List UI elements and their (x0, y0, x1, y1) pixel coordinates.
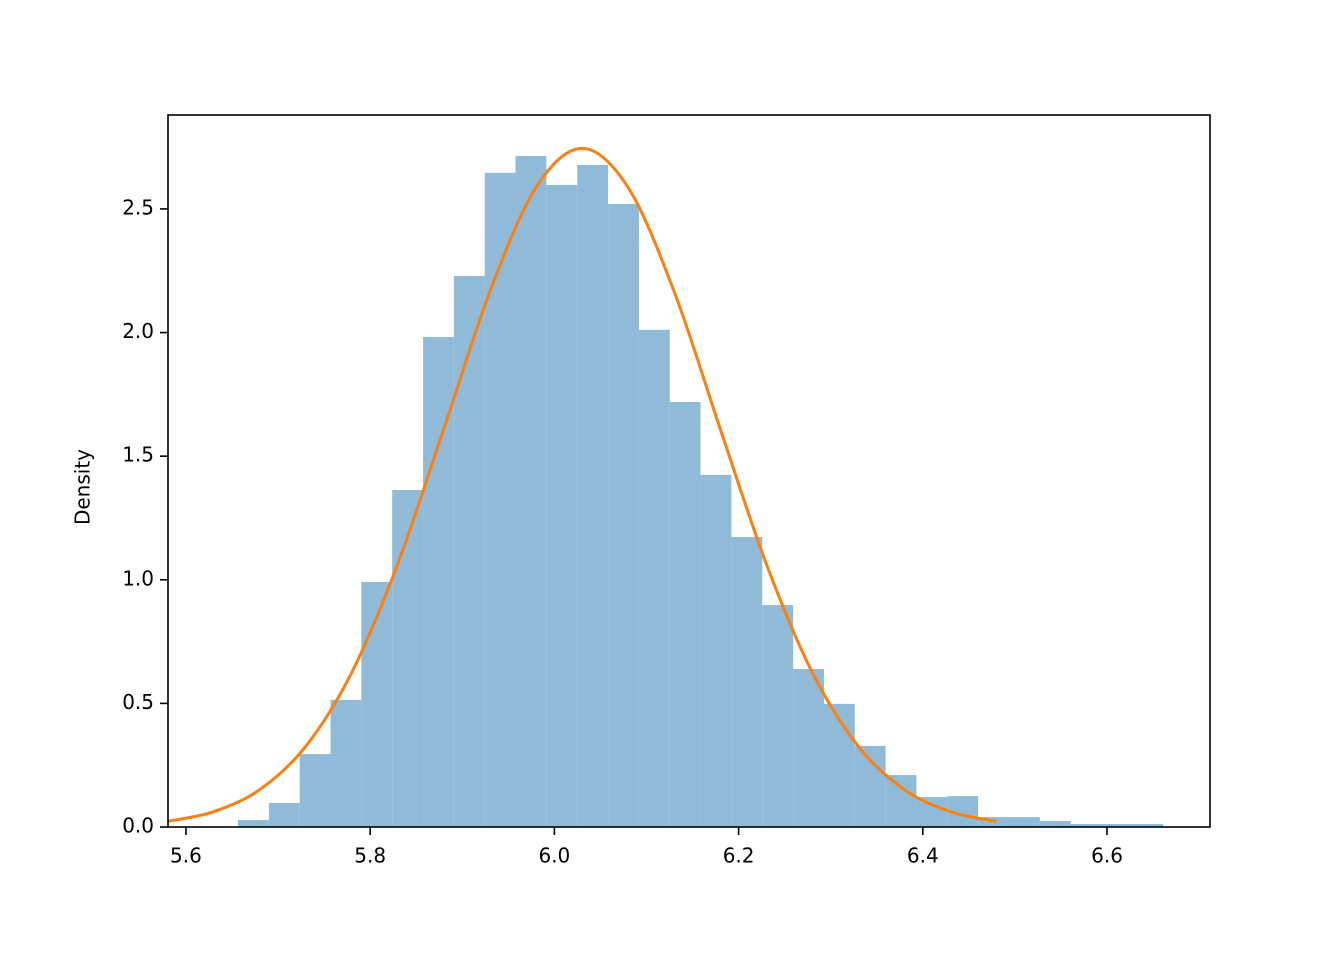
x-tick-label: 5.8 (354, 844, 386, 868)
histogram-bar (268, 803, 300, 827)
histogram-bar (577, 164, 609, 827)
histogram-bar (1070, 824, 1102, 827)
density-curve (167, 146, 997, 823)
histogram-bar (238, 820, 269, 827)
histogram-bar (700, 474, 732, 827)
histogram-bar (608, 204, 639, 827)
histogram-bar (392, 490, 424, 827)
histogram-bar (1132, 824, 1164, 827)
histogram-bar (1009, 817, 1040, 827)
y-tick-label: 0.5 (122, 690, 154, 714)
histogram-bar (823, 703, 855, 827)
x-tick-label: 6.4 (907, 844, 939, 868)
x-tick-label: 6.6 (1091, 844, 1123, 868)
histogram-bar (330, 699, 362, 827)
y-tick-label: 1.0 (122, 566, 154, 590)
histogram-bar (484, 172, 516, 828)
histogram-bar (885, 775, 917, 827)
histogram-bar (793, 669, 824, 827)
histogram-bar (1039, 821, 1071, 827)
y-tick-label: 2.0 (122, 319, 154, 343)
y-tick-label: 1.5 (122, 443, 154, 467)
y-tick-label: 2.5 (122, 195, 154, 219)
histogram-bar (299, 754, 331, 827)
histogram-bar (546, 184, 578, 828)
histogram-bar (453, 275, 485, 828)
histogram-bar (1101, 824, 1133, 827)
x-tick-label: 6.2 (723, 844, 755, 868)
histogram-bar (762, 604, 794, 827)
histogram-bar (669, 402, 701, 827)
plot-frame (167, 114, 1211, 828)
histogram-bar (361, 582, 393, 827)
y-tick-label: 0.0 (122, 814, 154, 838)
histogram-bar (638, 329, 670, 827)
x-tick-label: 6.0 (538, 844, 570, 868)
histogram-bar (515, 156, 547, 828)
x-tick-label: 5.6 (170, 844, 202, 868)
histogram-bar (731, 537, 763, 827)
y-axis-label: Density (71, 449, 95, 525)
histogram-bar (916, 797, 948, 827)
